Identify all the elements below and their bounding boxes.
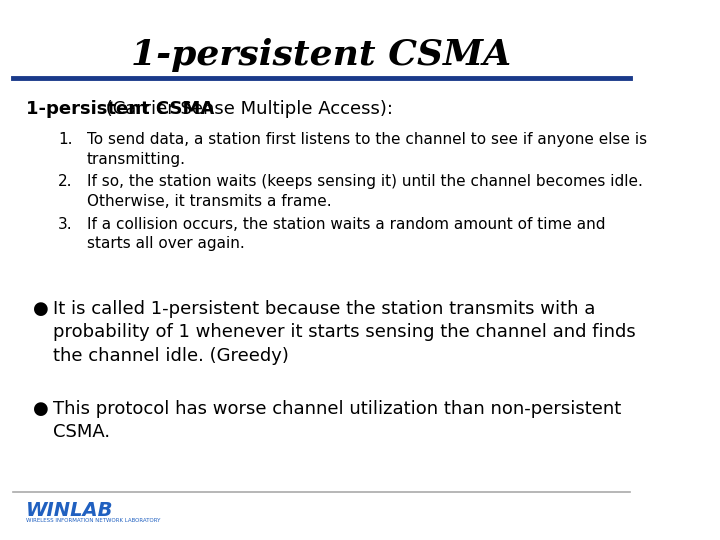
Text: ●: ● <box>33 300 49 318</box>
Text: This protocol has worse channel utilization than non-persistent
CSMA.: This protocol has worse channel utilizat… <box>53 400 621 441</box>
Text: 1-persistent CSMA: 1-persistent CSMA <box>131 38 511 72</box>
Text: 1.: 1. <box>58 132 72 147</box>
Text: 2.: 2. <box>58 174 72 190</box>
Text: It is called 1-persistent because the station transmits with a
probability of 1 : It is called 1-persistent because the st… <box>53 300 636 365</box>
Text: To send data, a station first listens to the channel to see if anyone else is
tr: To send data, a station first listens to… <box>86 132 647 167</box>
Text: (Carrier Sense Multiple Access):: (Carrier Sense Multiple Access): <box>100 100 393 118</box>
Text: WIRELESS INFORMATION NETWORK LABORATORY: WIRELESS INFORMATION NETWORK LABORATORY <box>26 518 160 523</box>
Text: If a collision occurs, the station waits a random amount of time and
starts all : If a collision occurs, the station waits… <box>86 217 606 251</box>
Text: 1-persistent CSMA: 1-persistent CSMA <box>26 100 214 118</box>
Text: WINLAB: WINLAB <box>26 501 113 520</box>
Text: 3.: 3. <box>58 217 73 232</box>
Text: ●: ● <box>33 400 49 417</box>
Text: If so, the station waits (keeps sensing it) until the channel becomes idle.
Othe: If so, the station waits (keeps sensing … <box>86 174 643 209</box>
